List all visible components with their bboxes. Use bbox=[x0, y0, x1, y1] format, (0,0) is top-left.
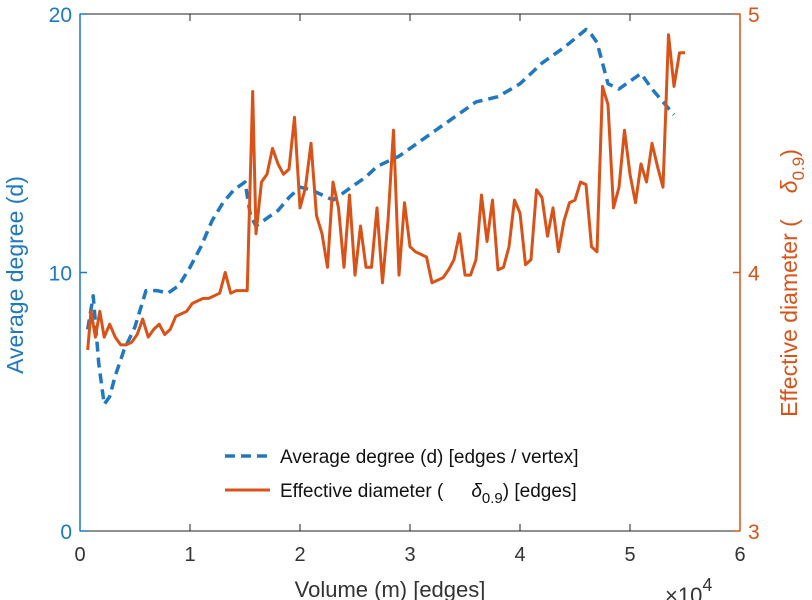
x-tick-label: 2 bbox=[294, 544, 305, 566]
x-tick-label: 3 bbox=[404, 544, 415, 566]
x-multiplier-exponent: 4 bbox=[702, 575, 712, 595]
series-line-average-degree bbox=[85, 27, 676, 407]
right-tick-label: 4 bbox=[748, 263, 760, 286]
x-tick-label: 6 bbox=[734, 544, 745, 566]
right-tick-label: 5 bbox=[748, 4, 760, 27]
left-tick-label: 0 bbox=[60, 521, 72, 544]
left-tick-label: 20 bbox=[49, 4, 72, 27]
legend-label-effective-diameter: Effective diameter (δ0.9) [edges] bbox=[280, 481, 577, 507]
x-tick-label: 1 bbox=[184, 544, 195, 566]
x-tick-label: 5 bbox=[624, 544, 635, 566]
x-tick-label: 0 bbox=[74, 544, 85, 566]
left-tick-label: 10 bbox=[49, 263, 72, 286]
legend-label-average-degree: Average degree (d) [edges / vertex] bbox=[280, 447, 579, 468]
legend: Average degree (d) [edges / vertex] Effe… bbox=[225, 447, 579, 507]
x-multiplier: ×104 bbox=[665, 575, 712, 600]
x-tick-label: 4 bbox=[514, 544, 525, 566]
x-axis-label: Volume (m) [edges] bbox=[295, 577, 486, 600]
right-tick-label: 3 bbox=[748, 521, 760, 544]
series-line-effective-diameter bbox=[86, 33, 685, 351]
right-axis-label: Effective diameter (δ0.9) bbox=[776, 149, 808, 417]
left-axis-label: Average degree (d) bbox=[2, 176, 28, 374]
